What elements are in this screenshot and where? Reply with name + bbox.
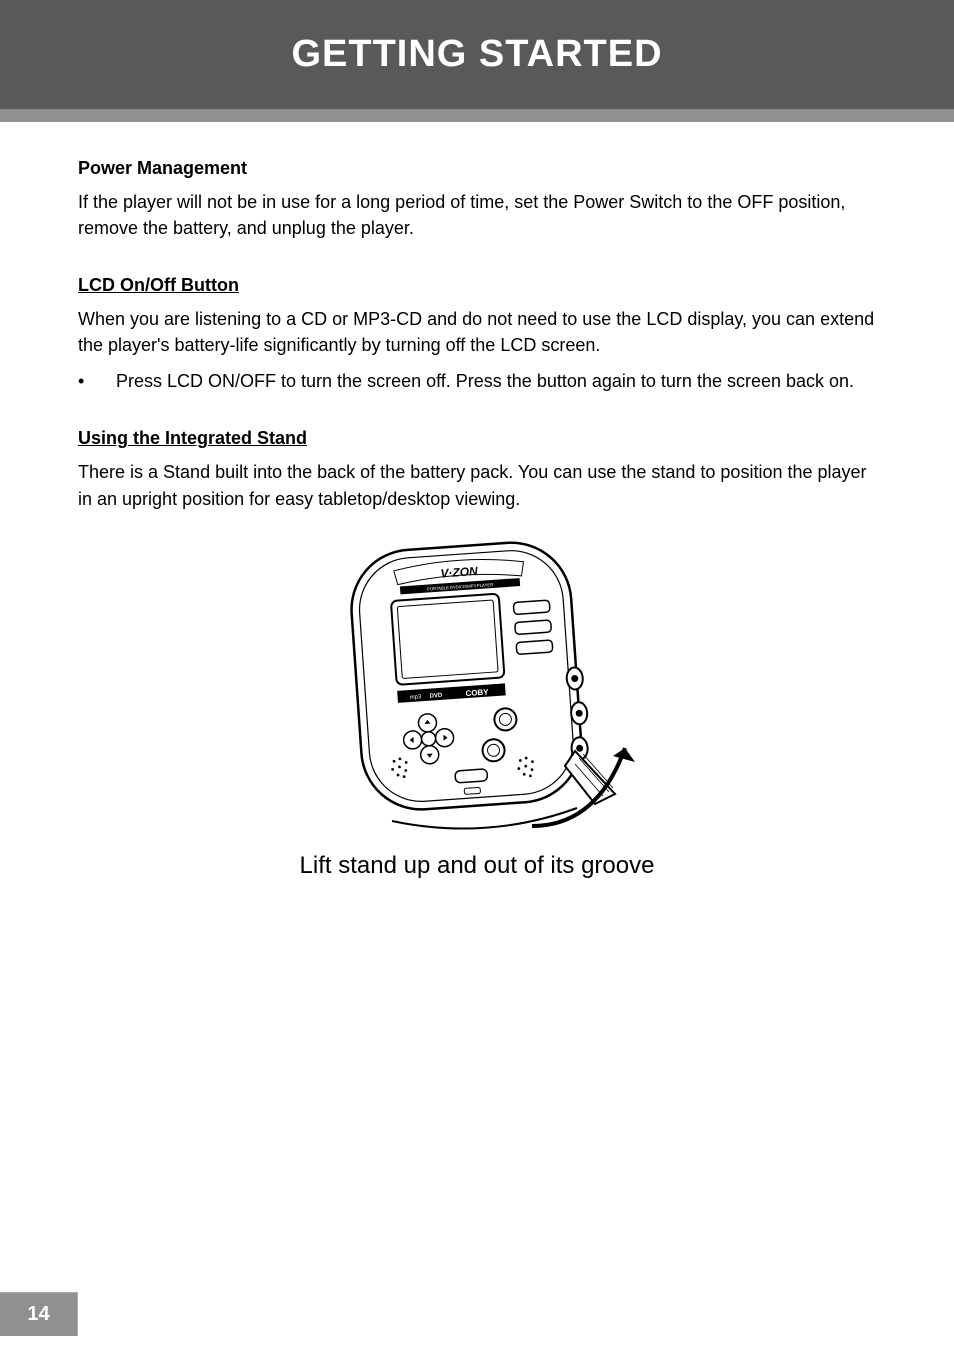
section-title-lcd: LCD On/Off Button bbox=[78, 275, 876, 296]
content-area: Power Management If the player will not … bbox=[0, 122, 954, 880]
header-strip bbox=[0, 110, 954, 122]
page-number: 14 bbox=[0, 1292, 78, 1336]
section-title-power: Power Management bbox=[78, 158, 876, 179]
section-body-stand: There is a Stand built into the back of … bbox=[78, 459, 876, 511]
header-band: GETTING STARTED bbox=[0, 0, 954, 110]
section-body-lcd: When you are listening to a CD or MP3-CD… bbox=[78, 306, 876, 358]
svg-text:V·ZON: V·ZON bbox=[440, 564, 479, 581]
bullet-dot-icon: • bbox=[78, 368, 116, 394]
page-title: GETTING STARTED bbox=[291, 33, 662, 76]
svg-text:DVD: DVD bbox=[429, 692, 443, 699]
bullet-row-lcd: • Press LCD ON/OFF to turn the screen of… bbox=[78, 368, 876, 394]
svg-text:COBY: COBY bbox=[465, 687, 489, 698]
bullet-text-lcd: Press LCD ON/OFF to turn the screen off.… bbox=[116, 368, 854, 394]
figure-caption: Lift stand up and out of its groove bbox=[300, 852, 655, 880]
svg-text:mp3: mp3 bbox=[409, 694, 422, 701]
section-title-stand: Using the Integrated Stand bbox=[78, 428, 876, 449]
figure-area: V·ZON PORTABLE DVD/CD/MP3 PLAYER mp3 DVD… bbox=[78, 526, 876, 880]
device-diagram: V·ZON PORTABLE DVD/CD/MP3 PLAYER mp3 DVD… bbox=[297, 526, 657, 846]
section-body-power: If the player will not be in use for a l… bbox=[78, 189, 876, 241]
